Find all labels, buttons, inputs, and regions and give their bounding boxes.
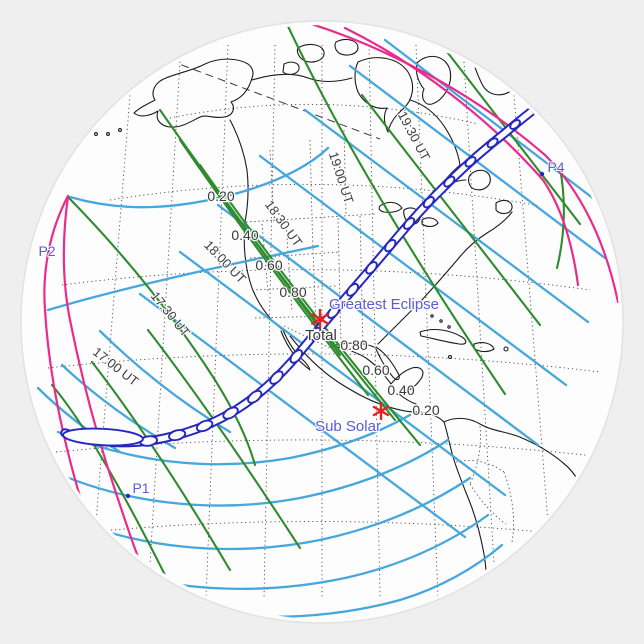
p4-point-dot bbox=[539, 171, 545, 177]
umbra-oval bbox=[509, 119, 521, 130]
magnitude-contour-lines bbox=[50, 25, 582, 587]
magnitude-label-n080: 0.80 bbox=[279, 284, 306, 300]
umbra-oval bbox=[443, 175, 456, 188]
magnitude-label-n060: 0.60 bbox=[255, 257, 282, 273]
graticule bbox=[47, 32, 601, 599]
magnitude-label-n020: 0.20 bbox=[207, 188, 234, 204]
umbra-oval bbox=[269, 370, 284, 385]
p4-label: P4 bbox=[547, 159, 564, 175]
umbra-ovals bbox=[139, 119, 521, 447]
sunrise-umbra-outline bbox=[62, 427, 144, 447]
umbra-oval bbox=[346, 282, 360, 297]
p1-point-dot bbox=[125, 493, 131, 499]
magnitude-label-s080: 0.80 bbox=[340, 337, 367, 353]
penumbral-limit-lines bbox=[43, 25, 619, 578]
umbra-oval bbox=[486, 137, 499, 149]
umbra-oval bbox=[365, 261, 378, 275]
magnitude-label-s060: 0.60 bbox=[362, 362, 389, 378]
umbra-oval bbox=[422, 196, 435, 209]
umbra-oval bbox=[289, 349, 304, 364]
umbra-oval bbox=[168, 429, 187, 442]
sub-solar-marker bbox=[372, 401, 390, 421]
p1-label: P1 bbox=[132, 480, 149, 496]
magnitude-label-n040: 0.40 bbox=[231, 227, 258, 243]
sub-solar-label: Sub Solar bbox=[315, 418, 381, 435]
umbra-oval bbox=[384, 238, 397, 253]
p2-label: P2 bbox=[38, 243, 55, 259]
greatest-eclipse-label: Greatest Eclipse bbox=[329, 296, 439, 313]
umbra-oval bbox=[464, 156, 477, 168]
totality-path-band bbox=[60, 97, 551, 448]
magnitude-label-s040: 0.40 bbox=[387, 382, 414, 398]
umbra-oval bbox=[195, 419, 214, 433]
total-label: Total bbox=[305, 327, 337, 344]
greatest-eclipse-marker bbox=[310, 308, 330, 330]
umbra-oval bbox=[247, 389, 263, 404]
umbra-oval bbox=[222, 406, 239, 420]
umbra-oval bbox=[403, 217, 416, 230]
umbra-oval bbox=[327, 304, 341, 319]
magnitude-label-s020: 0.20 bbox=[412, 402, 439, 418]
